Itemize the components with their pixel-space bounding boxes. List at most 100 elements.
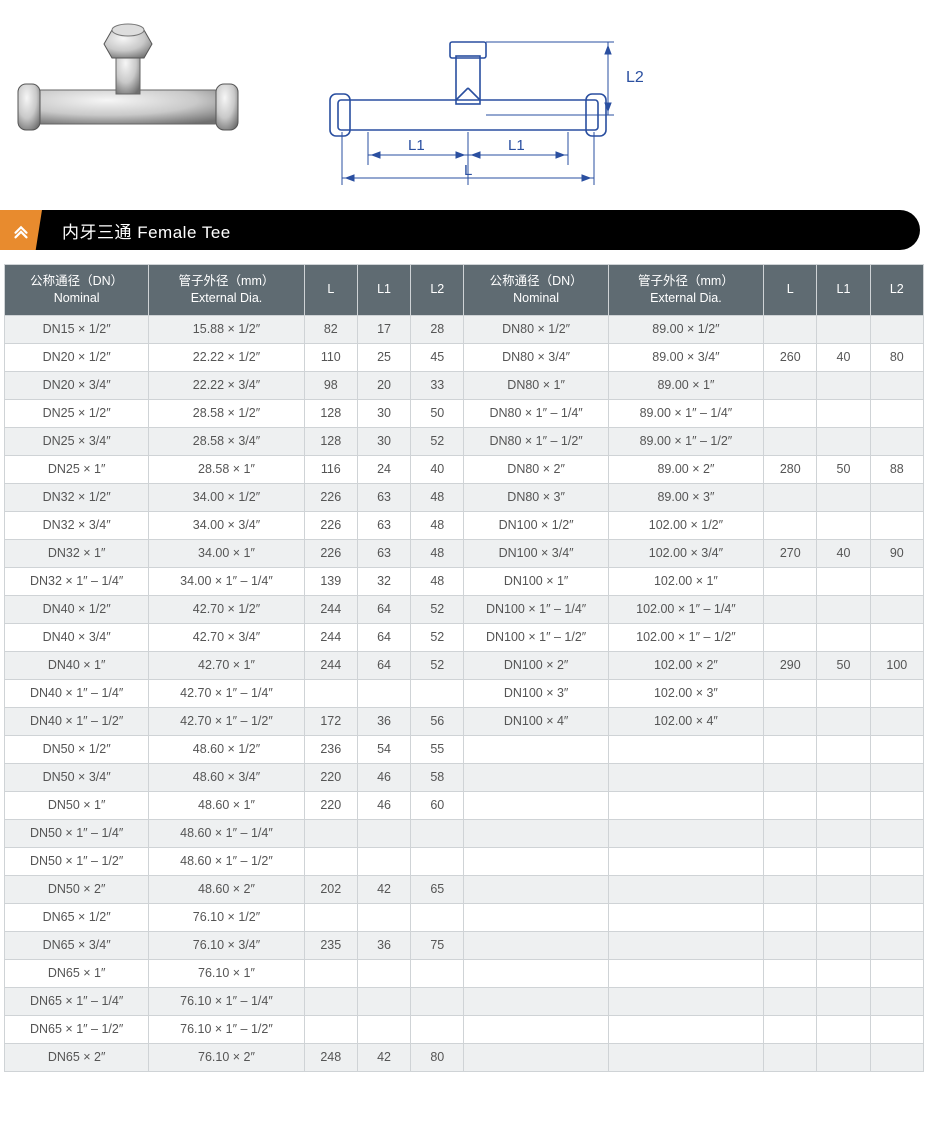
table-cell: [817, 399, 870, 427]
table-cell: 40: [411, 455, 464, 483]
col-l-2: L: [764, 265, 817, 316]
table-cell: 25: [357, 343, 410, 371]
table-cell: DN50 × 1″: [5, 791, 149, 819]
table-cell: [817, 819, 870, 847]
table-cell: 52: [411, 595, 464, 623]
dimension-diagram: L2 L1 L1 L: [308, 10, 668, 190]
table-cell: 30: [357, 427, 410, 455]
table-cell: [304, 1015, 357, 1043]
table-cell: 64: [357, 651, 410, 679]
table-cell: [870, 371, 923, 399]
table-cell: [817, 791, 870, 819]
col-external: 管子外径（mm）External Dia.: [149, 265, 304, 316]
table-cell: [464, 847, 608, 875]
col-l1: L1: [357, 265, 410, 316]
table-cell: [870, 511, 923, 539]
table-cell: 139: [304, 567, 357, 595]
table-cell: [870, 315, 923, 343]
table-cell: DN40 × 1″: [5, 651, 149, 679]
table-cell: [764, 847, 817, 875]
table-cell: [764, 763, 817, 791]
table-cell: [464, 959, 608, 987]
table-cell: [608, 875, 763, 903]
table-cell: DN40 × 3/4″: [5, 623, 149, 651]
table-row: DN65 × 3/4″76.10 × 3/4″2353675: [5, 931, 924, 959]
table-cell: 89.00 × 2″: [608, 455, 763, 483]
table-cell: [870, 399, 923, 427]
table-row: DN25 × 1″28.58 × 1″1162440DN80 × 2″89.00…: [5, 455, 924, 483]
table-cell: [304, 987, 357, 1015]
table-cell: 50: [817, 455, 870, 483]
table-cell: [357, 903, 410, 931]
table-cell: 36: [357, 931, 410, 959]
table-cell: 172: [304, 707, 357, 735]
table-row: DN50 × 3/4″48.60 × 3/4″2204658: [5, 763, 924, 791]
table-cell: [870, 735, 923, 763]
table-cell: [764, 567, 817, 595]
table-cell: DN20 × 3/4″: [5, 371, 149, 399]
table-cell: DN32 × 1″ – 1/4″: [5, 567, 149, 595]
table-row: DN65 × 1″ – 1/2″76.10 × 1″ – 1/2″: [5, 1015, 924, 1043]
table-cell: 48.60 × 1″: [149, 791, 304, 819]
table-cell: [411, 819, 464, 847]
table-cell: [870, 903, 923, 931]
table-cell: 48.60 × 1″ – 1/4″: [149, 819, 304, 847]
table-cell: 40: [817, 343, 870, 371]
table-cell: DN80 × 1″ – 1/2″: [464, 427, 608, 455]
table-cell: 290: [764, 651, 817, 679]
table-cell: 64: [357, 623, 410, 651]
table-cell: DN15 × 1/2″: [5, 315, 149, 343]
table-cell: [870, 567, 923, 595]
table-row: DN65 × 1″ – 1/4″76.10 × 1″ – 1/4″: [5, 987, 924, 1015]
table-cell: [764, 875, 817, 903]
table-cell: DN80 × 1″ – 1/4″: [464, 399, 608, 427]
table-cell: [608, 791, 763, 819]
table-cell: [870, 483, 923, 511]
table-cell: DN100 × 1/2″: [464, 511, 608, 539]
table-cell: 48: [411, 567, 464, 595]
table-cell: 76.10 × 1″ – 1/2″: [149, 1015, 304, 1043]
table-cell: 89.00 × 1″ – 1/2″: [608, 427, 763, 455]
table-cell: [764, 483, 817, 511]
table-cell: DN100 × 1″: [464, 567, 608, 595]
table-row: DN32 × 1/2″34.00 × 1/2″2266348DN80 × 3″8…: [5, 483, 924, 511]
table-cell: 98: [304, 371, 357, 399]
table-cell: 89.00 × 3″: [608, 483, 763, 511]
table-cell: DN100 × 3/4″: [464, 539, 608, 567]
col-l1-2: L1: [817, 265, 870, 316]
table-cell: [764, 399, 817, 427]
table-cell: [304, 847, 357, 875]
table-cell: 102.00 × 3/4″: [608, 539, 763, 567]
table-cell: 220: [304, 791, 357, 819]
table-cell: [817, 763, 870, 791]
table-row: DN32 × 1″ – 1/4″34.00 × 1″ – 1/4″1393248…: [5, 567, 924, 595]
table-cell: [870, 1015, 923, 1043]
table-row: DN40 × 1″42.70 × 1″2446452DN100 × 2″102.…: [5, 651, 924, 679]
diagram-label-l1-left: L1: [408, 137, 425, 154]
table-cell: [870, 987, 923, 1015]
table-cell: 270: [764, 539, 817, 567]
table-cell: DN32 × 3/4″: [5, 511, 149, 539]
diagram-label-l: L: [464, 162, 472, 179]
table-cell: [764, 595, 817, 623]
table-cell: [464, 735, 608, 763]
table-cell: 102.00 × 3″: [608, 679, 763, 707]
table-cell: 22.22 × 3/4″: [149, 371, 304, 399]
table-cell: [304, 679, 357, 707]
table-cell: 128: [304, 399, 357, 427]
table-cell: [608, 763, 763, 791]
table-cell: DN80 × 3″: [464, 483, 608, 511]
table-cell: [357, 819, 410, 847]
table-cell: [817, 707, 870, 735]
table-cell: 80: [411, 1043, 464, 1071]
table-cell: 60: [411, 791, 464, 819]
table-cell: 76.10 × 2″: [149, 1043, 304, 1071]
table-cell: [764, 791, 817, 819]
col-l: L: [304, 265, 357, 316]
table-cell: [411, 903, 464, 931]
table-cell: DN80 × 1″: [464, 371, 608, 399]
table-cell: DN100 × 4″: [464, 707, 608, 735]
table-cell: 42.70 × 1″: [149, 651, 304, 679]
table-cell: 52: [411, 427, 464, 455]
table-cell: 50: [817, 651, 870, 679]
